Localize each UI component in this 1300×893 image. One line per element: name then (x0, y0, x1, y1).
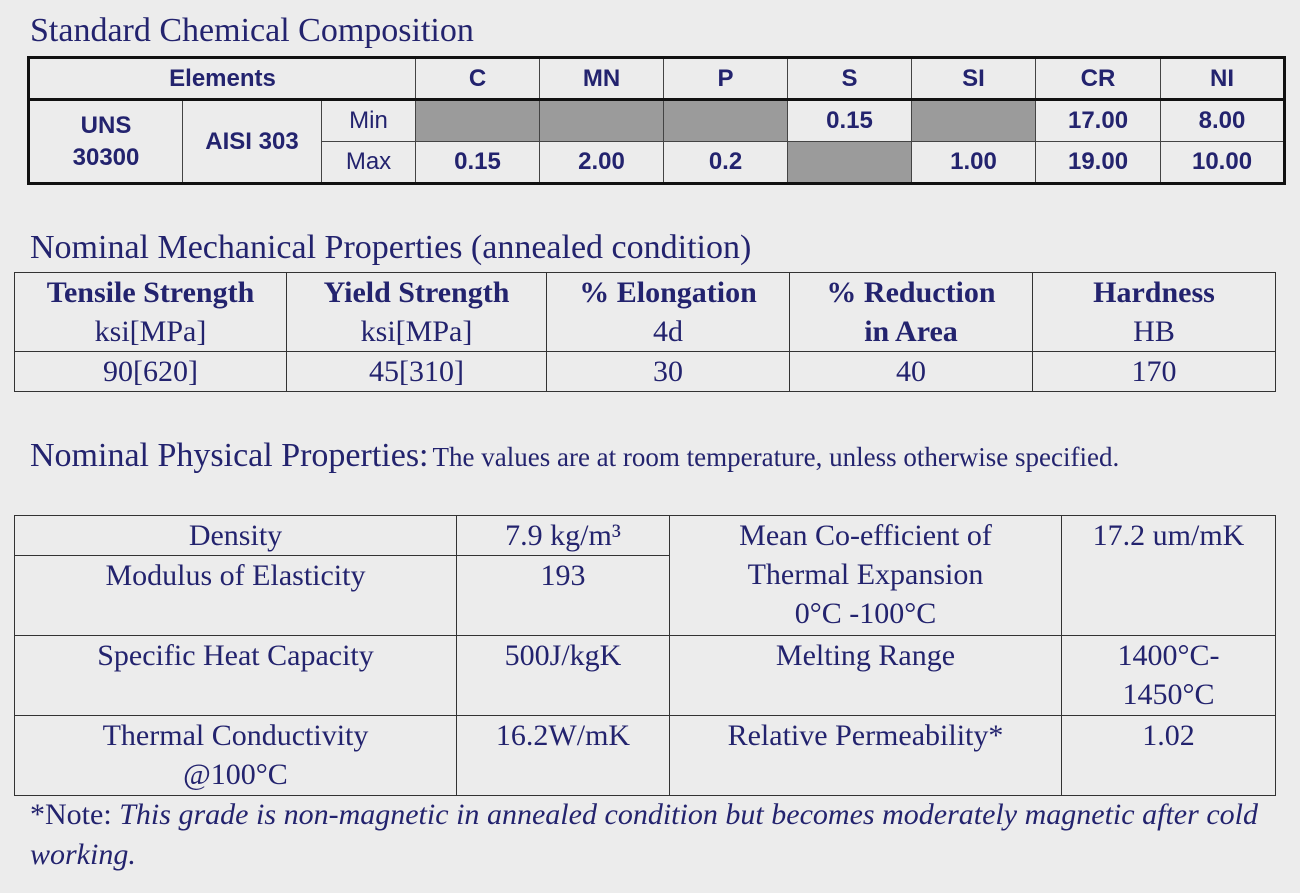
section-note: The values are at room temperature, unle… (432, 442, 1120, 472)
physical-table: Density 7.9 kg/m³ Mean Co-efficient of T… (14, 515, 1276, 796)
footnote-prefix: *Note: (30, 798, 112, 831)
column-name: Tensile Strength (46, 276, 255, 309)
uns-number: UNS 30300 (72, 111, 140, 171)
section-heading: Nominal Physical Properties: The values … (30, 436, 1258, 481)
cell: 1.02 (1061, 715, 1276, 796)
header-cell: NI (1160, 57, 1286, 101)
condition: @100°C (183, 758, 288, 791)
column-unit: in Area (864, 315, 958, 348)
column-unit: ksi[MPa] (360, 315, 473, 348)
header-cell: C (415, 57, 541, 101)
header-row: Elements C MN P S SI CR NI (27, 57, 1286, 101)
column-name: Yield Strength (323, 276, 510, 309)
header-cell: % Elongation 4d (546, 272, 790, 352)
row-label: Max (320, 141, 417, 184)
header-cell: MN (539, 57, 665, 101)
header-cell: Yield Strength ksi[MPa] (286, 272, 547, 352)
cell: 10.00 (1160, 141, 1286, 184)
column-name: Hardness (1093, 276, 1215, 309)
section-title: Nominal Mechanical Properties (annealed … (30, 229, 752, 266)
column-name: % Reduction (826, 276, 996, 309)
cell: 0.15 (415, 141, 541, 184)
footnote: *Note: This grade is non-magnetic in ann… (30, 795, 1258, 875)
cell: Modulus of Elasticity (14, 555, 457, 636)
cell: Specific Heat Capacity (14, 635, 457, 716)
cell: 40 (789, 351, 1033, 392)
column-unit: HB (1133, 315, 1175, 348)
cell: 193 (456, 555, 670, 636)
table-body: UNS 30300 AISI 303 Min 0.15 17.00 8.00 Max 0.15… (28, 99, 1286, 184)
header-cell: CR (1035, 57, 1162, 101)
column-unit: 4d (653, 315, 683, 348)
empty-cell (415, 99, 541, 142)
row: Max 0.15 2.00 0.2 1.00 19.00 10.00 (29, 141, 1286, 184)
cell: AISI 303 (182, 99, 322, 184)
empty-cell (539, 99, 665, 142)
row-label: Min (320, 99, 417, 142)
cell: 1400°C-1450°C (1061, 635, 1276, 716)
cell: 2.00 (539, 141, 665, 184)
chemical-table: Elements C MN P S SI CR NI UNS 30300 AISI 303 Mi… (27, 56, 1287, 185)
empty-cell (911, 99, 1037, 142)
cell: UNS 30300 (28, 99, 183, 184)
row: Specific Heat Capacity 500J/kgK Melting … (14, 635, 1276, 716)
condition: 0°C -100°C (794, 597, 937, 630)
header-cell: Elements (27, 57, 417, 101)
cell: Melting Range (669, 635, 1062, 716)
cell: 170 (1032, 351, 1276, 392)
cell: 19.00 (1035, 141, 1162, 184)
cell: 0.15 (787, 99, 913, 142)
cell: 45[310] (286, 351, 547, 392)
header-cell: Tensile Strength ksi[MPa] (14, 272, 287, 352)
column-name: % Elongation (579, 276, 757, 309)
header-cell: P (663, 57, 789, 101)
empty-cell (787, 141, 913, 184)
label: Thermal Conductivity (102, 719, 369, 752)
cell: 17.00 (1035, 99, 1162, 142)
section-title: Standard Chemical Composition (30, 12, 474, 49)
header-cell: Hardness HB (1032, 272, 1276, 352)
cell: Relative Permeability* (669, 715, 1062, 796)
label: Mean Co-efficient of Thermal Expansion (739, 519, 992, 591)
empty-cell (663, 99, 789, 142)
cell: 0.2 (663, 141, 789, 184)
cell: 16.2W/mK (456, 715, 670, 796)
cell: 7.9 kg/m³ (456, 515, 670, 556)
header-cell: S (787, 57, 913, 101)
cell: 8.00 (1160, 99, 1286, 142)
row: Thermal Conductivity @100°C 16.2W/mK Rela… (14, 715, 1276, 796)
cell: Thermal Conductivity @100°C (14, 715, 457, 796)
row: UNS 30300 AISI 303 Min 0.15 17.00 8.00 (28, 99, 1286, 184)
cell: 500J/kgK (456, 635, 670, 716)
header-row: Tensile Strength ksi[MPa] Yield Strength ks… (14, 272, 1276, 352)
cell: 17.2 um/mK (1061, 515, 1276, 636)
cell: 90[620] (14, 351, 287, 392)
mechanical-table: Tensile Strength ksi[MPa] Yield Strength ks… (14, 272, 1276, 392)
cell: 1.00 (911, 141, 1037, 184)
cell: Mean Co-efficient of Thermal Expansion 0°… (669, 515, 1062, 636)
value-row: 90[620] 45[310] 30 40 170 (14, 351, 1276, 392)
column-unit: ksi[MPa] (94, 315, 207, 348)
cell: Density (14, 515, 457, 556)
footnote-text: This grade is non-magnetic in annealed c… (30, 798, 1259, 871)
header-cell: SI (911, 57, 1037, 101)
row: Modulus of Elasticity 193 (14, 555, 1276, 636)
section-title: Nominal Physical Properties: (30, 437, 429, 474)
cell: 30 (546, 351, 790, 392)
header-cell: % Reduction in Area (789, 272, 1033, 352)
row: Density 7.9 kg/m³ Mean Co-efficient of T… (14, 515, 1276, 636)
